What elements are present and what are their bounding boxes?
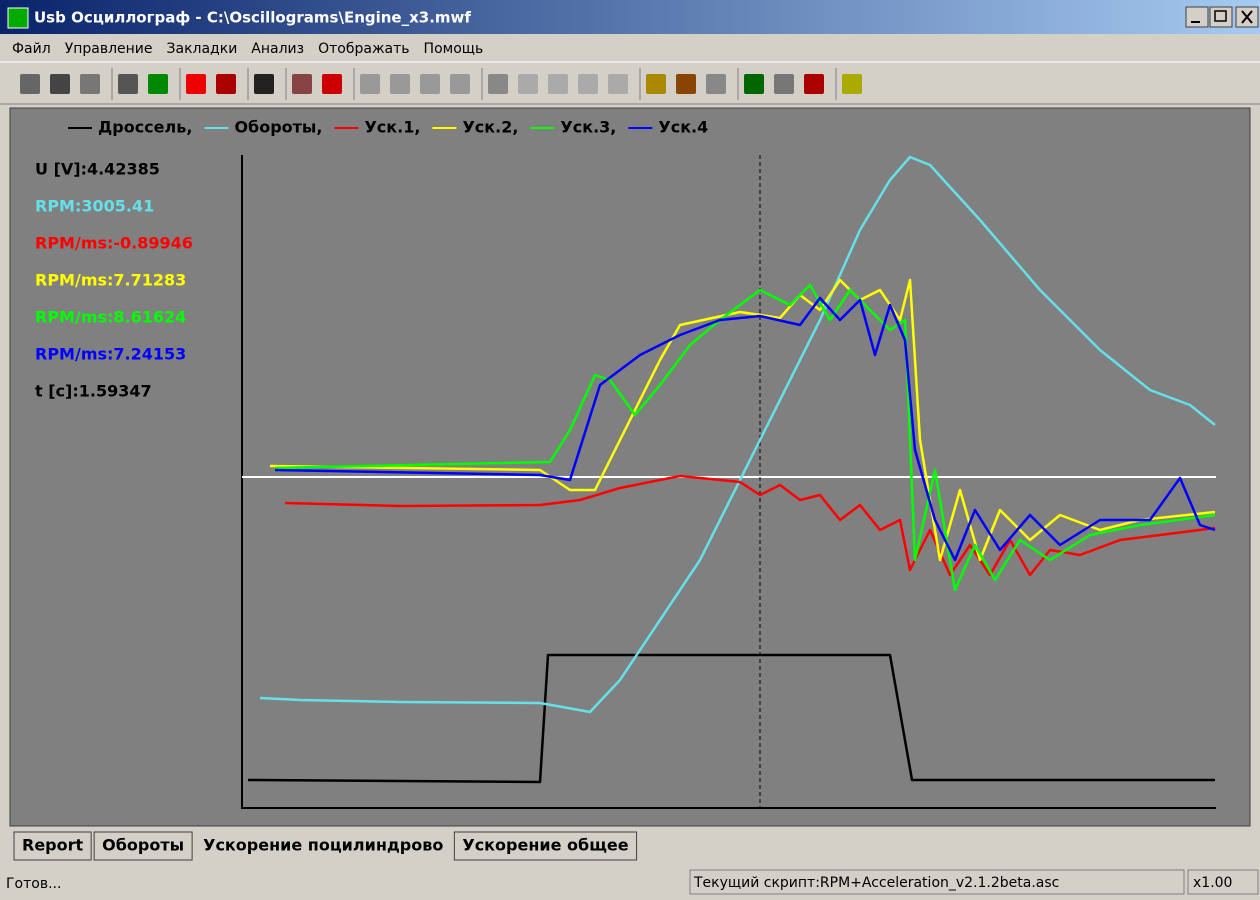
legend-label: Дроссель,: [98, 118, 192, 137]
toolbar-button[interactable]: [706, 74, 726, 94]
title-bar: [0, 0, 1260, 34]
tab[interactable]: Report: [13, 831, 92, 861]
tab-label[interactable]: Ускорение поцилиндрово: [203, 836, 443, 855]
toolbar-button[interactable]: [420, 74, 440, 94]
tab-shape[interactable]: [195, 830, 452, 862]
toolbar-button[interactable]: [646, 74, 666, 94]
readout: RPM/ms:7.71283: [35, 271, 186, 290]
toolbar-button[interactable]: [578, 74, 598, 94]
tab[interactable]: Ускорение поцилиндрово: [195, 830, 452, 862]
toolbar-button[interactable]: [322, 74, 342, 94]
toolbar-button[interactable]: [254, 74, 274, 94]
toolbar-button[interactable]: [608, 74, 628, 94]
readout: U [V]:4.42385: [35, 160, 160, 179]
toolbar-button[interactable]: [148, 74, 168, 94]
legend: Дроссель, Обороты, Уск.1, Уск.2, Уск.3, Уск.4: [68, 118, 708, 137]
toolbar-button[interactable]: [450, 74, 470, 94]
menu-bar: Файл Управление Закладки Анализ Отображать По…: [12, 41, 483, 57]
trace: [274, 296, 1216, 562]
toolbar-button[interactable]: [360, 74, 380, 94]
readout: t [c]:1.59347: [35, 382, 152, 401]
trace: [247, 653, 1215, 784]
menu-item[interactable]: Файл: [12, 41, 51, 57]
menu-item[interactable]: Помощь: [424, 41, 484, 57]
toolbar: [20, 68, 862, 100]
tab-label[interactable]: Обороты: [102, 836, 184, 855]
legend-label: Уск.1,: [364, 118, 420, 137]
status-zoom: x1.00: [1193, 875, 1232, 891]
traces: [247, 155, 1216, 784]
legend-label: Уск.3,: [560, 118, 616, 137]
legend-label: Уск.4: [658, 118, 708, 137]
toolbar-button[interactable]: [118, 74, 138, 94]
toolbar-button[interactable]: [50, 74, 70, 94]
status-script: Текущий скрипт:RPM+Acceleration_v2.1.2be…: [693, 875, 1059, 891]
toolbar-button[interactable]: [676, 74, 696, 94]
toolbar-button[interactable]: [80, 74, 100, 94]
tab[interactable]: Ускорение общее: [453, 831, 638, 861]
trace: [274, 283, 1216, 592]
window-buttons[interactable]: [1185, 6, 1259, 28]
trace: [269, 278, 1216, 562]
menu-item[interactable]: Управление: [65, 41, 153, 57]
status-panel: [1187, 869, 1259, 895]
toolbar-button[interactable]: [518, 74, 538, 94]
app-icon: [7, 7, 29, 29]
toolbar-button[interactable]: [216, 74, 236, 94]
toolbar-button[interactable]: [804, 74, 824, 94]
toolbar-button[interactable]: [744, 74, 764, 94]
tab[interactable]: Обороты: [93, 831, 193, 861]
tab-shape[interactable]: [453, 831, 638, 861]
tab-label[interactable]: Ускорение общее: [462, 836, 628, 855]
toolbar-button[interactable]: [488, 74, 508, 94]
toolbar-button[interactable]: [186, 74, 206, 94]
legend-label: Обороты,: [234, 118, 322, 137]
tab-shape[interactable]: [13, 831, 92, 861]
tab-label[interactable]: Report: [22, 836, 84, 855]
toolbar-button[interactable]: [390, 74, 410, 94]
toolbar-button[interactable]: [548, 74, 568, 94]
readout: RPM/ms:7.24153: [35, 345, 186, 364]
readouts: U [V]:4.42385 RPM:3005.41 RPM/ms:-0.89946 R…: [35, 160, 193, 401]
tab-strip: Report Обороты Ускорение поцилиндрово Ускор…: [13, 830, 638, 862]
toolbar-button[interactable]: [20, 74, 40, 94]
readout: RPM:3005.41: [35, 197, 154, 216]
trace: [284, 474, 1216, 577]
trace: [259, 155, 1216, 714]
menu-item[interactable]: Анализ: [251, 41, 304, 57]
toolbar-button[interactable]: [842, 74, 862, 94]
status-panel: [689, 869, 1185, 895]
legend-label: Уск.2,: [462, 118, 518, 137]
plot-area: [9, 107, 1251, 827]
window-title: Usb Осциллограф - C:\Oscillograms\Engine…: [34, 9, 471, 27]
readout: RPM/ms:8.61624: [35, 308, 186, 327]
menu-item[interactable]: Закладки: [167, 41, 238, 57]
maximize-button[interactable]: [1209, 6, 1233, 28]
status-bar: [0, 868, 1260, 896]
menu-item[interactable]: Отображать: [318, 41, 409, 57]
tab-shape[interactable]: [93, 831, 193, 861]
toolbar-button[interactable]: [292, 74, 312, 94]
readout: RPM/ms:-0.89946: [35, 234, 193, 253]
toolbar-button[interactable]: [774, 74, 794, 94]
status-text: Готов...: [6, 876, 61, 892]
minimize-button[interactable]: [1185, 6, 1209, 28]
